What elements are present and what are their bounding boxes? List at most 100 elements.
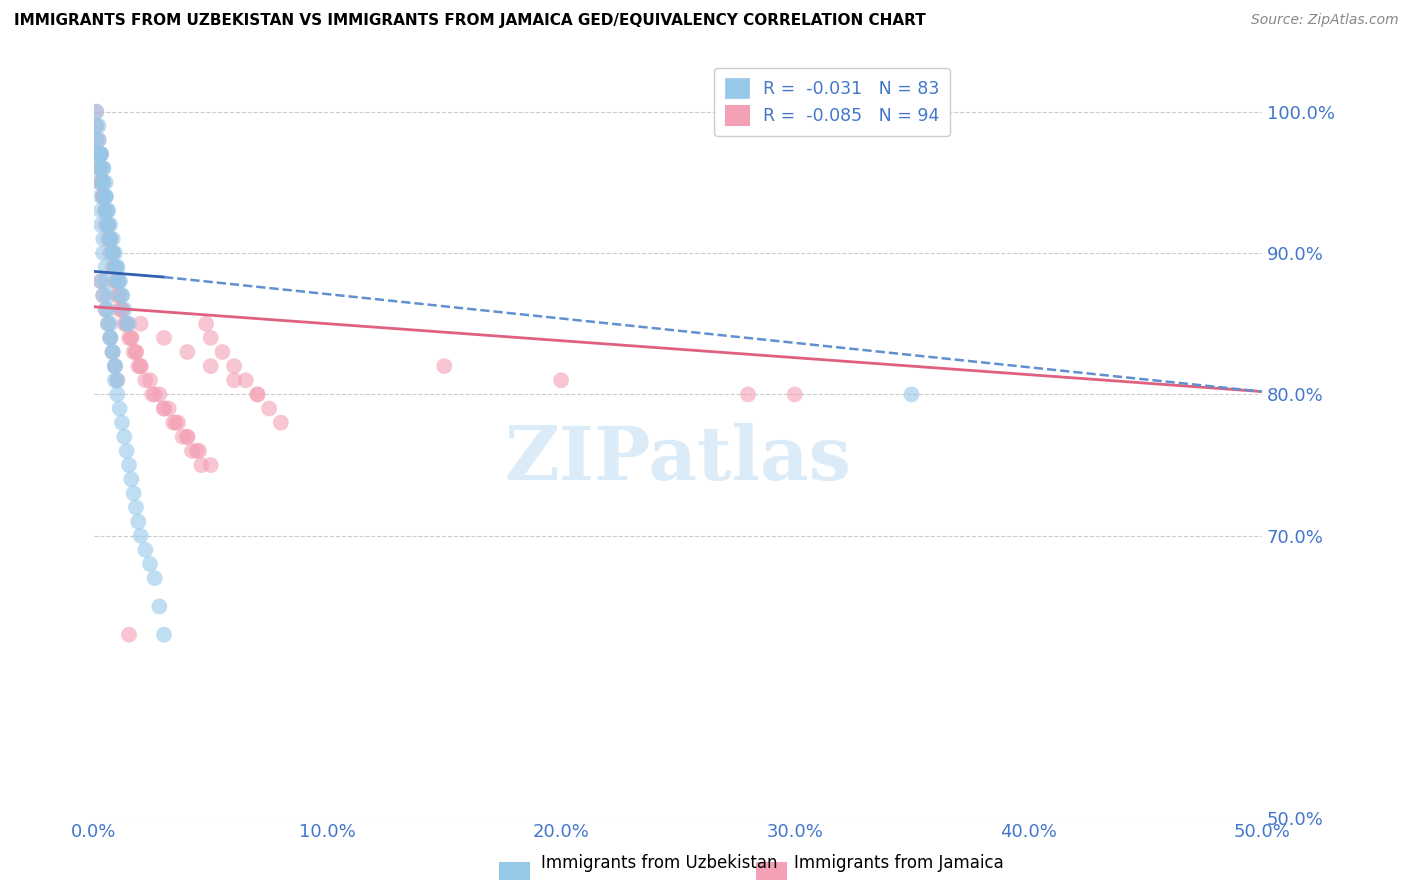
Point [90, 274, 112, 288]
Point [90, 147, 112, 161]
Point [176, 430, 198, 444]
Point [91, 246, 114, 260]
Point [101, 246, 124, 260]
Point [105, 260, 128, 275]
Point [97, 317, 120, 331]
Point [97, 218, 120, 232]
Point [97, 218, 120, 232]
Point [97, 203, 120, 218]
Point [104, 359, 127, 373]
Point [112, 302, 135, 317]
Point [98, 218, 121, 232]
Point [108, 274, 131, 288]
Point [101, 246, 124, 260]
Point [94, 203, 117, 218]
Point [115, 444, 138, 458]
Point [186, 444, 208, 458]
Point [97, 232, 120, 246]
Point [153, 331, 176, 345]
Point [122, 486, 145, 500]
Point [112, 317, 135, 331]
Point [118, 628, 141, 642]
Point [162, 416, 184, 430]
Text: Source: ZipAtlas.com: Source: ZipAtlas.com [1251, 13, 1399, 28]
Point [172, 430, 194, 444]
Point [91, 189, 114, 203]
Point [98, 317, 121, 331]
Point [111, 302, 134, 317]
Point [91, 175, 114, 189]
Point [90, 147, 112, 161]
Point [91, 161, 114, 176]
Point [97, 203, 120, 218]
Point [104, 246, 127, 260]
Point [87, 161, 110, 176]
Point [97, 218, 120, 232]
Point [87, 175, 110, 189]
Point [94, 218, 117, 232]
Point [90, 189, 112, 203]
Point [84, 119, 107, 133]
Point [94, 203, 117, 218]
Point [87, 147, 110, 161]
Point [87, 119, 110, 133]
Point [97, 218, 120, 232]
Point [118, 317, 141, 331]
Point [222, 373, 245, 387]
Point [84, 119, 107, 133]
Point [91, 175, 114, 189]
Point [148, 387, 170, 401]
Point [148, 599, 170, 614]
Point [104, 260, 127, 275]
Point [101, 345, 124, 359]
Point [108, 401, 131, 416]
Point [165, 416, 187, 430]
Point [94, 274, 117, 288]
Point [91, 189, 114, 203]
Point [176, 430, 198, 444]
Point [143, 387, 166, 401]
Point [94, 203, 117, 218]
Point [105, 373, 128, 387]
Point [167, 416, 190, 430]
Point [108, 274, 131, 288]
Point [87, 161, 110, 176]
Point [98, 232, 121, 246]
Point [94, 189, 117, 203]
Point [90, 147, 112, 161]
Point [90, 161, 112, 176]
Point [125, 345, 148, 359]
Point [101, 246, 124, 260]
Point [84, 104, 107, 119]
Point [98, 232, 121, 246]
Point [115, 317, 138, 331]
Point [120, 472, 142, 486]
Point [98, 331, 121, 345]
Point [112, 430, 135, 444]
Point [129, 359, 152, 373]
Point [97, 288, 120, 302]
Point [98, 232, 121, 246]
Point [200, 359, 222, 373]
Point [101, 345, 124, 359]
Point [91, 175, 114, 189]
Point [153, 401, 176, 416]
Point [222, 359, 245, 373]
Point [101, 246, 124, 260]
Point [200, 458, 222, 472]
Point [105, 274, 128, 288]
Point [105, 288, 128, 302]
Point [125, 345, 148, 359]
Point [105, 373, 128, 387]
Point [94, 203, 117, 218]
Point [105, 274, 128, 288]
Point [90, 147, 112, 161]
Point [246, 387, 269, 401]
Text: ZIPatlas: ZIPatlas [505, 423, 852, 496]
Point [246, 387, 269, 401]
Point [98, 331, 121, 345]
Point [257, 401, 280, 416]
Point [127, 359, 149, 373]
Point [97, 317, 120, 331]
Text: Immigrants from Jamaica: Immigrants from Jamaica [794, 855, 1004, 872]
